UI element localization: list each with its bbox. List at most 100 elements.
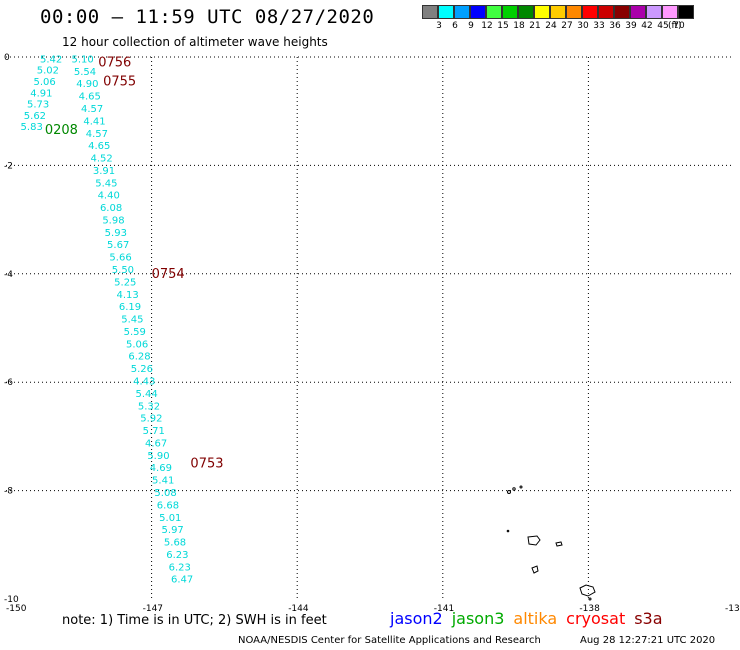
lat-tick-label: 0: [4, 53, 10, 63]
legend-swatch: [518, 5, 534, 19]
mission-cryosat: cryosat: [566, 609, 626, 628]
wave-height-value: 4.52: [90, 154, 112, 165]
map-tick-labels: -150 -147 -144 -141 -138 -135 0 -2 -4 -6 -8 -10: [4, 53, 740, 614]
wave-height-value: 5.25: [114, 277, 136, 288]
wave-height-value: 5.26: [131, 364, 153, 375]
wave-height-value: 4.91: [30, 88, 52, 99]
island-outline: [527, 535, 541, 546]
legend-label: 18: [513, 21, 525, 31]
pass-time-label: 0755: [103, 74, 136, 89]
wave-height-value: 5.50: [112, 265, 134, 276]
wave-height-value: 5.06: [126, 339, 148, 350]
pass-time-label: 0756: [98, 55, 131, 70]
legend-label: 3: [436, 21, 442, 31]
mission-altika: altika: [513, 609, 558, 628]
lon-tick-label: -141: [434, 604, 454, 614]
wave-height-value: 5.10: [72, 54, 94, 65]
wave-height-value: 6.68: [157, 500, 179, 511]
lat-tick-label: -8: [4, 487, 13, 497]
legend-label: 6: [452, 21, 458, 31]
legend-label: 33: [593, 21, 605, 31]
legend-label: 15: [497, 21, 509, 31]
credit-line: NOAA/NESDIS Center for Satellite Applica…: [238, 635, 541, 646]
wave-height-value: 5.92: [140, 414, 162, 425]
pass-time-label: 0754: [152, 267, 185, 282]
legend-labels: (ft) 3 6 9 12 15 18 21 24 27 30 33 36 39 42 45 70: [422, 19, 694, 33]
wave-height-value: 6.23: [169, 562, 191, 573]
wave-height-value: 5.44: [135, 389, 157, 400]
legend-swatches: [422, 5, 694, 19]
legend-unit: (ft): [668, 21, 682, 31]
island-outline: [555, 541, 563, 547]
wave-height-value: 5.90: [147, 451, 169, 462]
legend-label: 45: [657, 21, 669, 31]
wave-height-value: 4.41: [83, 116, 105, 127]
wave-height-value: 5.42: [40, 54, 62, 65]
wave-height-value: 5.06: [34, 77, 56, 88]
legend-swatch: [678, 5, 694, 19]
pass-time-label: 0753: [190, 457, 223, 472]
wave-height-value: 5.62: [24, 111, 46, 122]
wave-height-value: 5.93: [105, 228, 127, 239]
pass-time-labels: 0756 0755 0208 0754 0753: [45, 55, 224, 471]
wave-height-value: 6.28: [128, 352, 150, 363]
legend-label: 24: [545, 21, 557, 31]
legend-swatch: [486, 5, 502, 19]
lon-tick-label: -135: [725, 604, 740, 614]
wave-height-value: 4.69: [150, 463, 172, 474]
wave-height-value: 5.54: [74, 67, 96, 78]
wave-height-value: 5.01: [159, 513, 181, 524]
footer-note: note: 1) Time is in UTC; 2) SWH is in fe…: [62, 613, 327, 628]
lon-tick-label: -138: [579, 604, 600, 614]
legend-swatch: [646, 5, 662, 19]
wave-height-value: 5.73: [27, 100, 49, 111]
wave-height-value: 4.57: [81, 104, 103, 115]
wave-height-value: 6.19: [119, 302, 141, 313]
lon-tick-label: -147: [143, 604, 163, 614]
wave-height-value: 5.98: [102, 215, 124, 226]
wave-height-value: 4.90: [76, 79, 98, 90]
legend-label: 70: [673, 21, 685, 31]
legend-swatch: [662, 5, 678, 19]
legend-swatch: [454, 5, 470, 19]
legend-label: 36: [609, 21, 621, 31]
island-outline: [512, 487, 516, 491]
wave-height-value: 5.41: [152, 476, 174, 487]
lat-tick-label: -10: [4, 595, 19, 605]
mission-legend: jason2 jason3 altika cryosat s3a: [390, 609, 672, 628]
legend-swatch: [422, 5, 438, 19]
wave-height-value: 4.43: [133, 377, 155, 388]
legend-label: 9: [468, 21, 474, 31]
mission-jason2: jason2: [390, 609, 443, 628]
wave-height-value: 5.71: [143, 426, 165, 437]
mission-jason3: jason3: [451, 609, 505, 628]
wave-height-value: 4.65: [88, 141, 110, 152]
wave-height-value: 5.66: [109, 253, 131, 264]
legend-swatch: [630, 5, 646, 19]
wave-height-value: 6.08: [100, 203, 122, 214]
wave-height-value: 4.13: [117, 290, 139, 301]
legend-swatch: [598, 5, 614, 19]
legend-swatch: [614, 5, 630, 19]
pass-time-label: 0208: [45, 123, 78, 138]
wave-height-value: 4.65: [79, 92, 101, 103]
legend-label: 42: [641, 21, 653, 31]
wave-height-value: 5.83: [21, 122, 43, 133]
wave-height-value: 4.67: [145, 438, 167, 449]
map-title: 00:00 – 11:59 UTC 08/27/2020: [40, 6, 375, 28]
wave-height-value: 5.45: [95, 178, 117, 189]
wave-height-value: 5.97: [162, 525, 184, 536]
mission-s3a: s3a: [634, 609, 663, 628]
legend-swatch: [534, 5, 550, 19]
legend-swatch: [438, 5, 454, 19]
lon-tick-label: -150: [6, 604, 27, 614]
island-outline: [588, 597, 592, 601]
legend-label: 30: [577, 21, 589, 31]
wave-height-legend: (ft) 3 6 9 12 15 18 21 24 27 30 33 36 39 42 45 70: [422, 5, 694, 33]
legend-label: 12: [481, 21, 493, 31]
lat-tick-label: -6: [4, 378, 13, 388]
wave-height-value: 5.45: [121, 315, 143, 326]
wave-height-value: 5.68: [164, 538, 186, 549]
island-outline: [519, 485, 523, 489]
